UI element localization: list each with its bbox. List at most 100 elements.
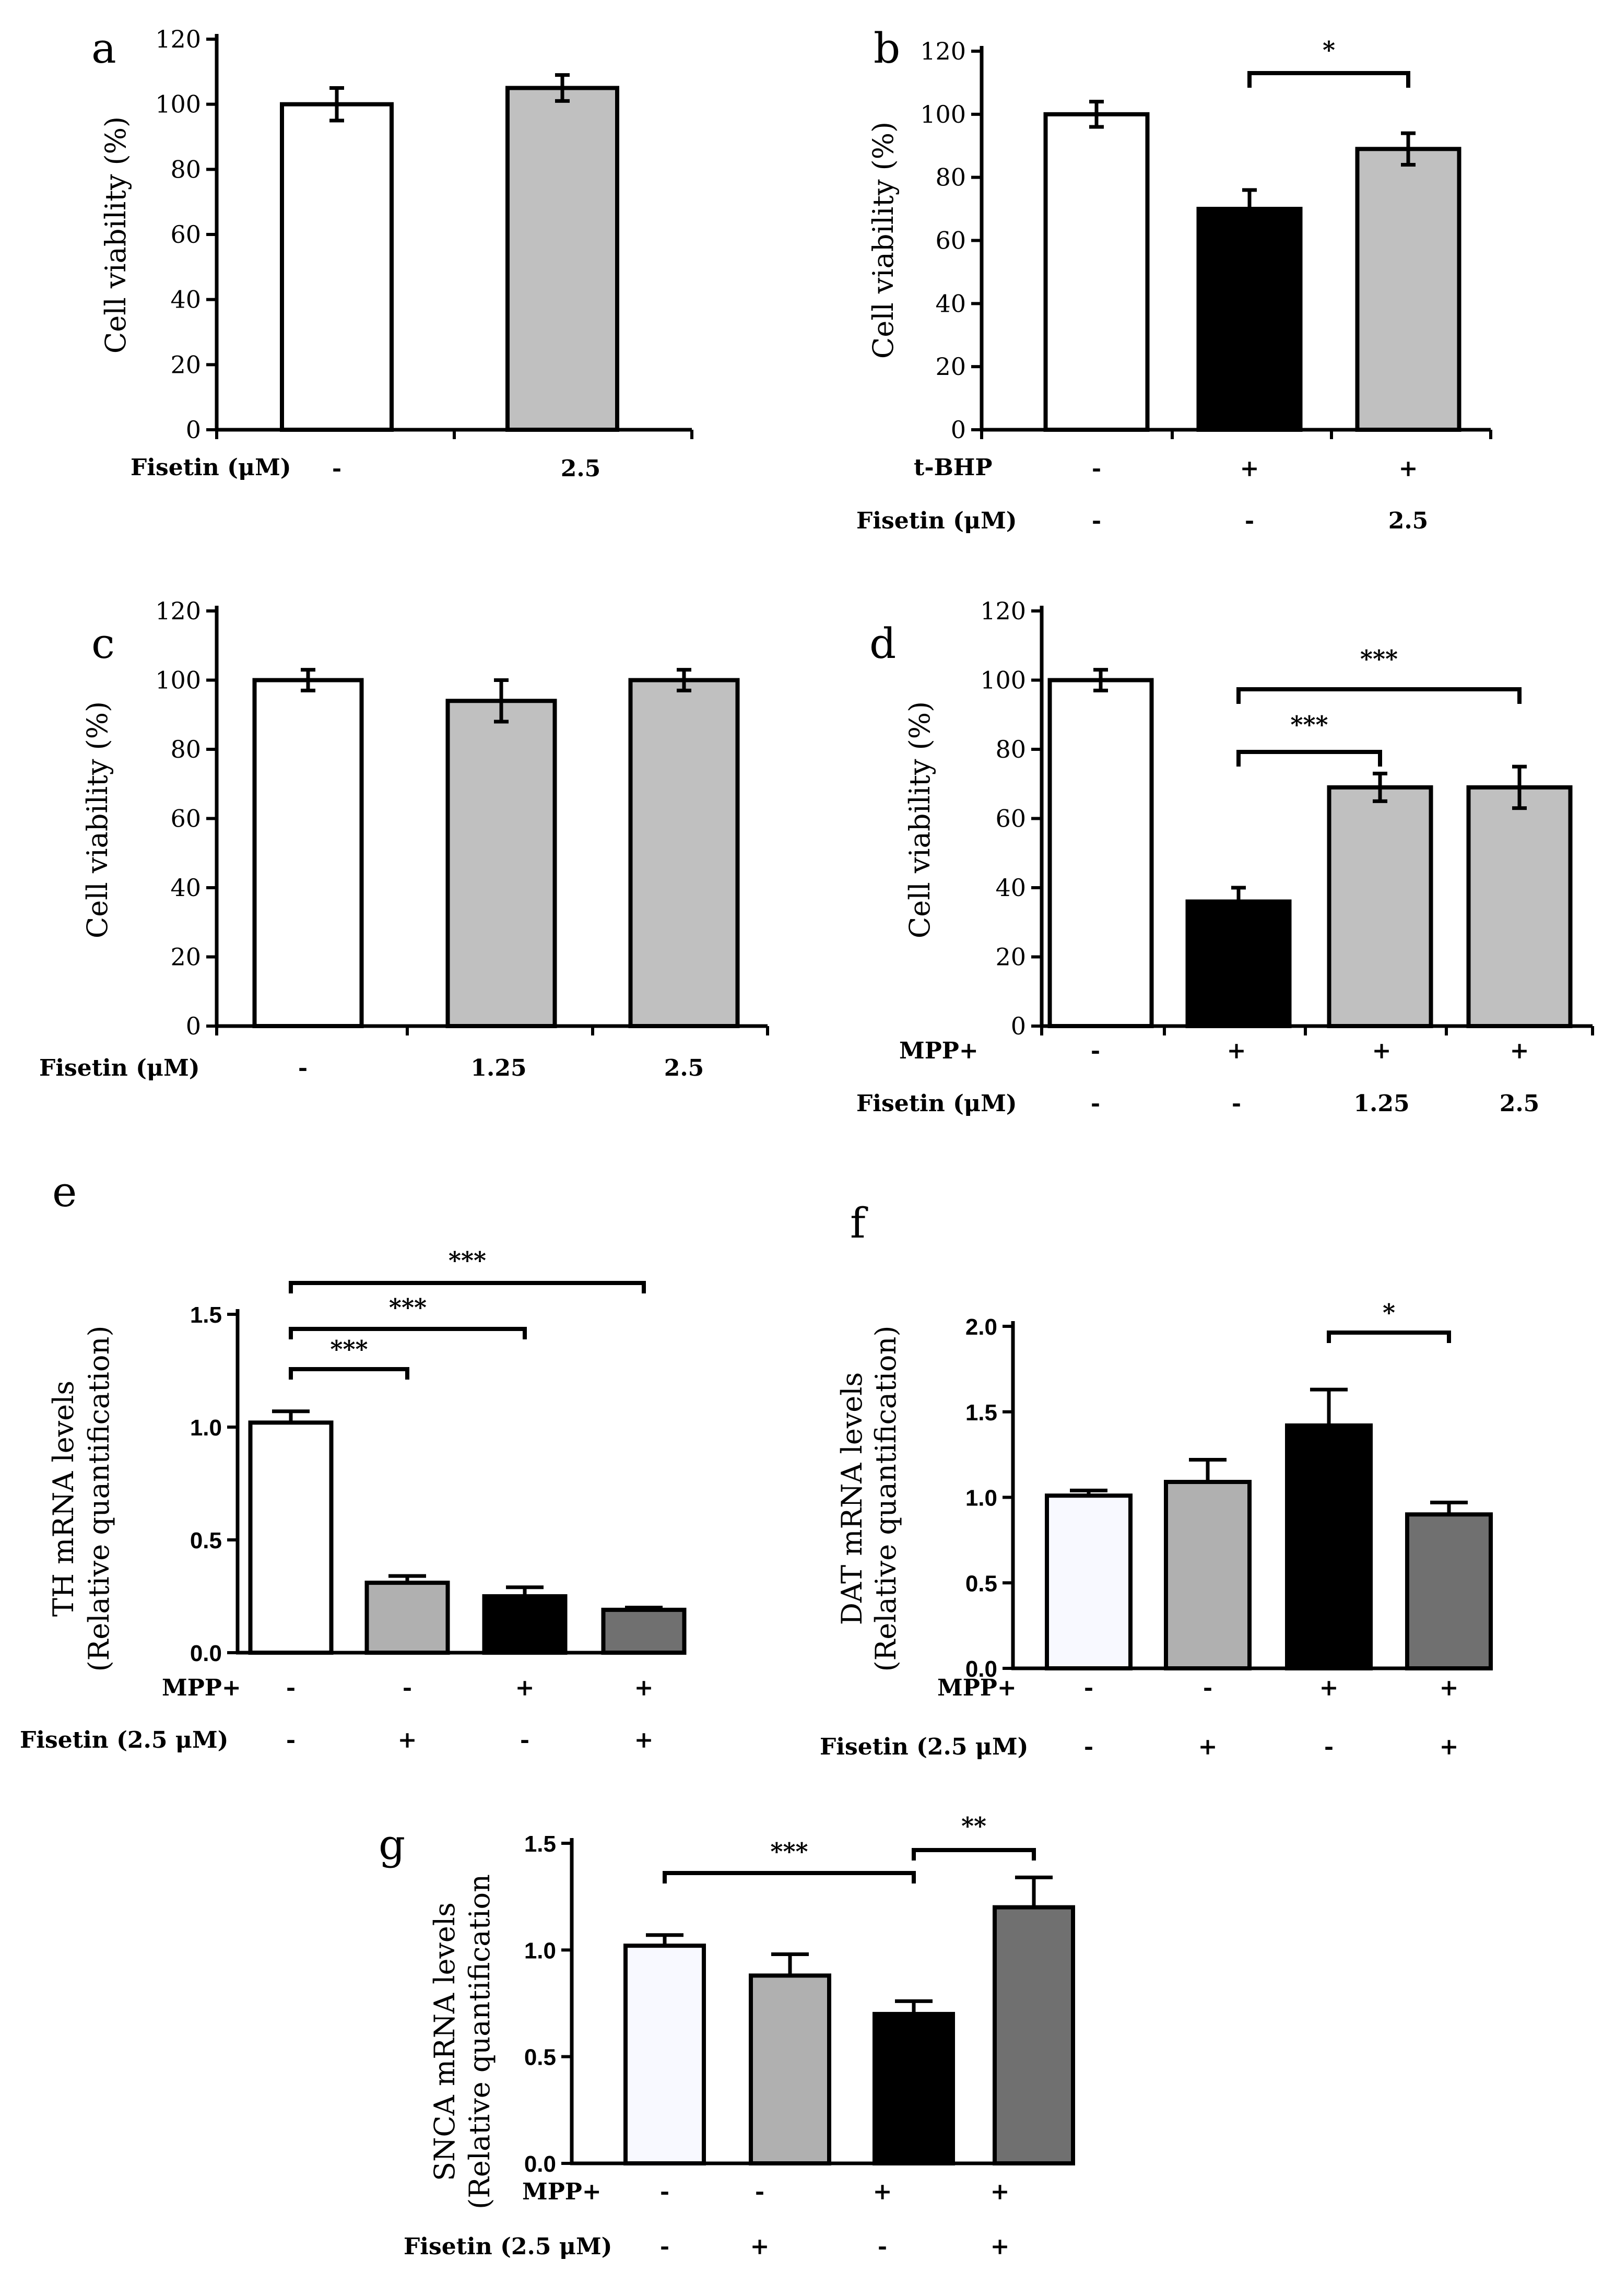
- condition-value: +: [1319, 1675, 1339, 1701]
- condition-value: +: [750, 2233, 770, 2260]
- bar: [364, 1581, 450, 1655]
- condition-value: +: [1440, 1734, 1459, 1760]
- y-tick-label: 40: [170, 286, 201, 314]
- condition-value: 1.25: [470, 1055, 526, 1081]
- y-tick-label: 20: [995, 943, 1026, 971]
- condition-value: +: [515, 1675, 535, 1701]
- y-tick-label: 1.5: [190, 1302, 222, 1328]
- y-tick-label: 60: [995, 805, 1026, 833]
- condition-value: -: [286, 1675, 296, 1701]
- condition-value: +: [1510, 1038, 1529, 1064]
- condition-value: -: [1245, 508, 1254, 534]
- y-tick-label: 0.0: [190, 1641, 222, 1666]
- y-axis-label-2: (Relative quantification): [82, 1326, 115, 1672]
- panel-letter: f: [850, 1199, 868, 1247]
- y-tick-label: 120: [155, 25, 201, 53]
- y-axis-label-2: (Relative quantification): [869, 1326, 902, 1672]
- condition-value: +: [1227, 1038, 1246, 1064]
- condition-value: -: [1091, 1038, 1100, 1064]
- condition-row-label: Fisetin (2.5 μM): [20, 1727, 228, 1753]
- panel-a: a 0 20 40 60 80 100 120 Cell viability (%) Fiseti…: [91, 24, 693, 482]
- condition-row-label: Fisetin (μM): [856, 1090, 1017, 1117]
- condition-value: -: [1091, 1090, 1100, 1117]
- condition-value: -: [660, 2179, 669, 2205]
- y-tick-label: 20: [935, 352, 966, 381]
- y-tick-label: 1.0: [524, 1938, 556, 1963]
- significance-label: ***: [1360, 645, 1398, 673]
- panel-letter: d: [869, 619, 896, 668]
- condition-row-label: MPP+: [162, 1675, 241, 1701]
- y-tick-label: 2.0: [965, 1314, 997, 1340]
- bar: [1047, 678, 1154, 1028]
- condition-value: 2.5: [1388, 508, 1429, 534]
- condition-row-label: MPP+: [522, 2179, 602, 2205]
- y-tick-label: 0.5: [524, 2045, 556, 2070]
- condition-value: -: [755, 2179, 764, 2205]
- condition-row-label: MPP+: [937, 1675, 1017, 1701]
- y-tick-label: 20: [170, 943, 201, 971]
- y-tick-label: 40: [170, 874, 201, 902]
- panel-letter: e: [52, 1168, 77, 1216]
- condition-value: +: [634, 1675, 654, 1701]
- condition-row-label: Fisetin (μM): [39, 1055, 200, 1081]
- y-tick-label: 0.5: [965, 1571, 997, 1596]
- y-tick-label: 0: [1011, 1012, 1026, 1040]
- y-axis-label: Cell viability (%): [903, 701, 936, 938]
- y-axis-label: Cell viability (%): [867, 122, 900, 359]
- significance-label: *: [1323, 36, 1335, 64]
- condition-value: -: [660, 2233, 669, 2260]
- condition-value: -: [286, 1727, 296, 1753]
- condition-value: +: [1440, 1675, 1459, 1701]
- condition-value: 2.5: [561, 455, 601, 482]
- bar: [1045, 1493, 1133, 1671]
- panel-d: d 0 20 40 60 80 100 120 Cell viability (%) *** ***…: [856, 597, 1594, 1117]
- bar: [873, 2011, 955, 2166]
- bar: [1466, 785, 1573, 1028]
- condition-value: -: [332, 455, 341, 482]
- panel-letter: g: [379, 1820, 405, 1869]
- bar: [1164, 1480, 1252, 1670]
- y-tick-label: 100: [155, 666, 201, 694]
- significance-bracket: [289, 1281, 646, 1293]
- condition-row-label: Fisetin (μM): [856, 508, 1017, 534]
- condition-value: +: [991, 2179, 1010, 2205]
- condition-value: +: [1399, 455, 1418, 482]
- significance-label: *: [1383, 1299, 1395, 1327]
- condition-row-label: Fisetin (μM): [131, 454, 291, 481]
- y-tick-label: 0: [186, 416, 201, 444]
- bar: [505, 86, 619, 432]
- significance-bracket: [289, 1327, 527, 1339]
- significance-label: ***: [330, 1335, 368, 1363]
- y-axis-label: TH mRNA levels: [47, 1381, 80, 1617]
- condition-value: -: [1092, 455, 1101, 482]
- y-tick-label: 100: [980, 666, 1026, 694]
- condition-value: -: [1084, 1734, 1093, 1760]
- bar: [1196, 207, 1303, 432]
- condition-value: -: [1203, 1675, 1212, 1701]
- condition-row-label: t-BHP: [914, 454, 992, 481]
- y-tick-label: 80: [935, 163, 966, 192]
- bar: [601, 1607, 687, 1655]
- condition-value: -: [1084, 1675, 1093, 1701]
- significance-label: ***: [1290, 711, 1328, 739]
- condition-value: +: [873, 2179, 892, 2205]
- significance-bracket: [1236, 687, 1522, 704]
- significance-bracket: [1236, 750, 1382, 767]
- y-tick-label: 60: [170, 220, 201, 249]
- significance-bracket: [912, 1848, 1036, 1861]
- y-tick-label: 80: [170, 155, 201, 183]
- significance-bracket: [289, 1367, 409, 1380]
- bar: [252, 678, 364, 1028]
- significance-bracket: [663, 1871, 916, 1883]
- condition-row-label: Fisetin (2.5 μM): [404, 2233, 612, 2260]
- bar: [1327, 785, 1433, 1028]
- y-tick-label: 1.0: [190, 1415, 222, 1441]
- panel-e: e 0.0 0.5 1.0 1.5 TH mRNA levels (Relative qua…: [20, 1168, 687, 1753]
- significance-label: **: [961, 1812, 986, 1840]
- condition-row-label: MPP+: [899, 1038, 979, 1064]
- condition-value: -: [403, 1675, 412, 1701]
- bar: [749, 1973, 831, 2165]
- significance-label: ***: [449, 1246, 486, 1275]
- y-tick-label: 120: [980, 597, 1026, 625]
